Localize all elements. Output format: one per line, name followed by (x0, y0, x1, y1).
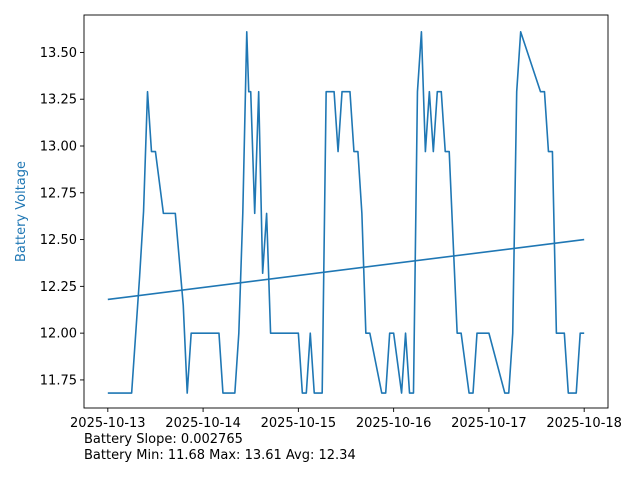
y-tick-label: 12.50 (40, 233, 77, 248)
plot-frame (83, 14, 609, 409)
y-tick-label: 13.25 (40, 93, 77, 108)
voltage-line (107, 31, 585, 394)
y-tick-label: 13.00 (40, 140, 77, 155)
y-tick-label: 12.25 (40, 280, 77, 295)
battery-stats-text: Battery Min: 11.68 Max: 13.61 Avg: 12.34 (84, 448, 356, 463)
stats-footer: Battery Slope: 0.002765 Battery Min: 11.… (84, 432, 356, 464)
y-axis-title: Battery Voltage (14, 161, 29, 262)
y-tick-label: 12.75 (40, 186, 77, 201)
x-tick-label: 2025-10-14 (165, 416, 241, 430)
axes: 11.75 12.00 12.25 12.50 12.75 13.00 13.25 13.50… (14, 14, 622, 430)
x-tick-label: 2025-10-18 (546, 416, 622, 430)
y-tick-label: 12.00 (40, 327, 77, 342)
x-tick-label: 2025-10-16 (356, 416, 432, 430)
y-tick-label: 11.75 (40, 373, 77, 388)
battery-slope-text: Battery Slope: 0.002765 (84, 432, 243, 447)
plot-area (107, 31, 585, 394)
x-tick-label: 2025-10-15 (261, 416, 337, 430)
y-tick-label: 13.50 (40, 46, 77, 61)
battery-voltage-chart: 11.75 12.00 12.25 12.50 12.75 13.00 13.25 13.50… (14, 14, 622, 430)
x-tick-label: 2025-10-13 (70, 416, 146, 430)
trend-line (107, 238, 585, 301)
x-tick-label: 2025-10-17 (451, 416, 527, 430)
